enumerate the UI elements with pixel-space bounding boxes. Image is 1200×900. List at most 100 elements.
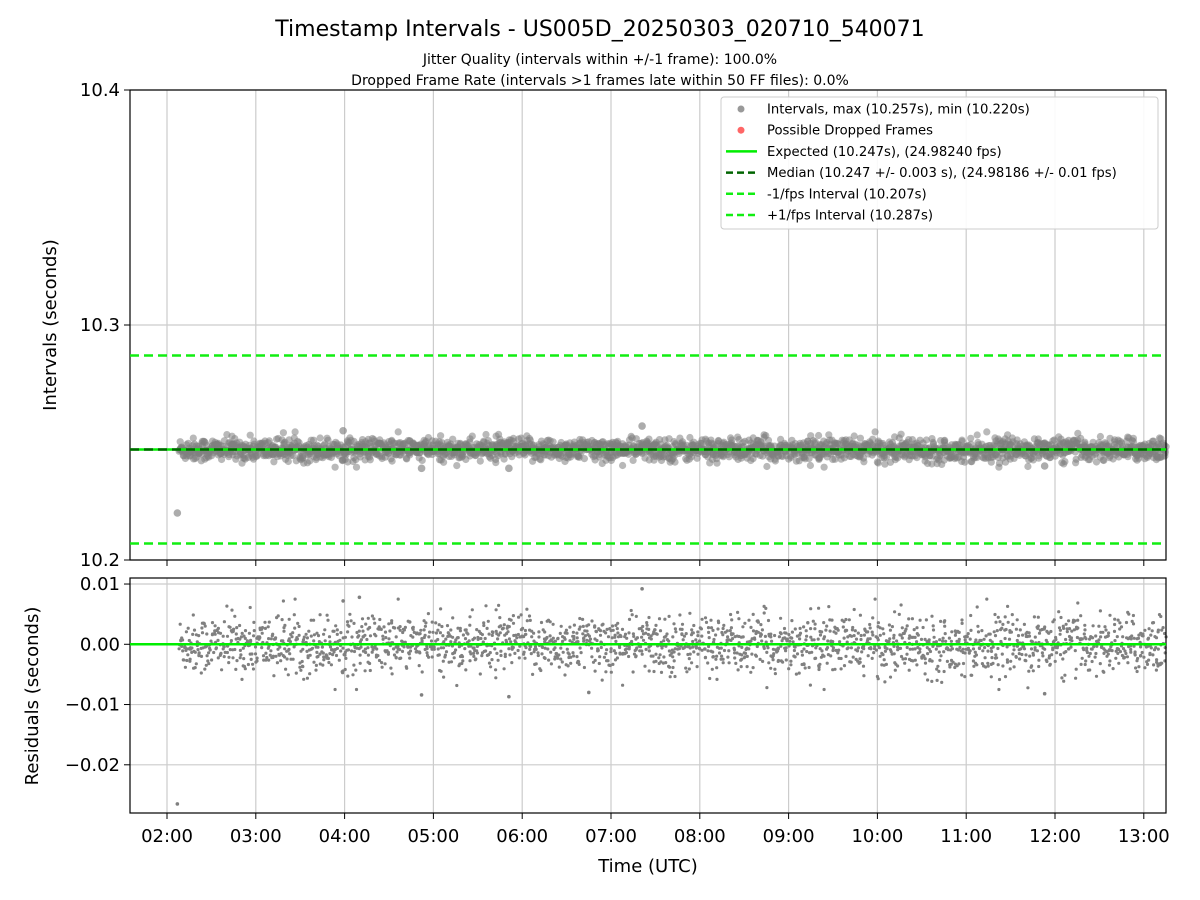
residual-point (979, 638, 983, 643)
residual-point (343, 667, 347, 672)
residual-point (885, 647, 889, 651)
interval-point (482, 430, 490, 439)
residual-point (842, 636, 846, 640)
residual-point (234, 632, 238, 636)
residual-point (623, 632, 628, 636)
residual-point (261, 654, 266, 658)
residual-point (862, 674, 866, 678)
residual-point (571, 630, 576, 634)
residual-point (578, 625, 582, 629)
residual-point (1037, 664, 1041, 669)
residual-point (1029, 665, 1033, 669)
residual-point (395, 650, 399, 654)
residual-point (1031, 669, 1035, 673)
residual-point (751, 629, 756, 633)
residual-point (338, 638, 342, 642)
residual-point (1014, 627, 1019, 631)
residual-point (496, 658, 500, 662)
residual-point (1112, 629, 1117, 634)
residual-point (808, 683, 813, 687)
residual-point (308, 653, 312, 657)
residual-point (239, 635, 243, 639)
residual-point (627, 631, 631, 635)
residual-point (598, 655, 602, 659)
residual-point (683, 645, 687, 649)
residual-point (357, 634, 361, 638)
residual-point (288, 640, 292, 644)
residual-point (740, 653, 744, 657)
residual-point (392, 647, 396, 651)
residual-point (587, 634, 592, 638)
x-tick-label-4: 06:00 (496, 826, 548, 847)
residual-point (842, 664, 847, 668)
residual-point (467, 639, 471, 643)
residual-point (1106, 634, 1110, 638)
residuals-plot-frame (129, 577, 1167, 814)
residual-point (387, 637, 391, 641)
residual-point (1014, 655, 1018, 659)
residual-point (861, 664, 866, 668)
residual-point (553, 639, 558, 643)
residual-point (364, 622, 368, 626)
residual-point (1102, 670, 1106, 674)
residual-point (1127, 612, 1131, 616)
residual-point (1029, 647, 1034, 651)
residual-point (1142, 655, 1146, 659)
residual-point (545, 635, 549, 640)
residual-point (671, 655, 675, 659)
residual-point (898, 646, 903, 651)
residual-point (449, 640, 453, 644)
residual-point (793, 627, 797, 631)
x-tick-label-10: 12:00 (1029, 826, 1081, 847)
residual-point (284, 667, 288, 671)
residual-point (1058, 653, 1063, 657)
residual-point (820, 649, 824, 653)
x-tick-label-3: 05:00 (407, 826, 459, 847)
residual-point (616, 621, 620, 625)
residual-point (654, 652, 658, 656)
residual-point (1000, 652, 1004, 656)
residual-point (609, 650, 613, 654)
residual-point (896, 664, 900, 668)
residual-point (700, 634, 704, 638)
residual-point (729, 626, 734, 630)
residual-point (318, 613, 322, 617)
residuals-y-ticks: 0.01 0.00 −0.01 −0.02 (65, 574, 130, 776)
residual-point (344, 656, 348, 661)
residual-point (210, 621, 215, 625)
residuals-panel: 0.010.00−0.01−0.02 02:00 03:00 04:00 05:00 0… (22, 574, 1170, 877)
residual-point (697, 646, 702, 650)
residual-point (905, 652, 909, 656)
residual-point (475, 628, 479, 632)
residual-point (878, 633, 882, 637)
residual-point (888, 637, 892, 641)
residual-point (232, 627, 236, 631)
residual-point (1015, 618, 1019, 622)
residual-point (703, 655, 708, 659)
residual-point (271, 632, 275, 636)
residual-point (687, 657, 691, 661)
interval-point (619, 461, 627, 470)
residual-point (1124, 620, 1129, 625)
residual-point (1107, 663, 1112, 667)
residual-point (290, 635, 294, 639)
intervals-x-ticks (166, 560, 1145, 566)
residual-point (888, 675, 893, 679)
residual-point (264, 658, 268, 662)
residual-point (434, 621, 438, 625)
residual-point (408, 656, 412, 660)
residual-point (667, 649, 672, 653)
residual-point (630, 613, 634, 617)
residual-point (963, 638, 967, 642)
residual-point (444, 650, 449, 654)
residual-point (486, 619, 490, 623)
residual-point (940, 680, 944, 685)
residual-point (488, 651, 492, 655)
residual-point (1149, 633, 1153, 637)
residual-point (368, 625, 372, 630)
interval-point (246, 431, 254, 439)
residual-point (388, 629, 392, 633)
residual-point (262, 658, 266, 662)
residual-point (197, 634, 201, 638)
residual-point (616, 631, 620, 635)
